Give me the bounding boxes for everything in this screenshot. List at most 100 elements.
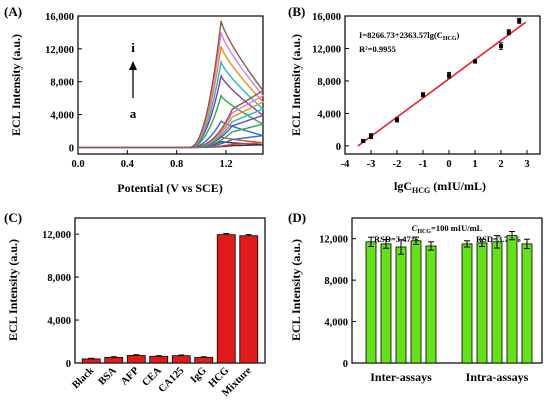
bar-mixture: [239, 235, 259, 364]
bar-ca125: [171, 355, 191, 364]
ytick-label: 0: [343, 359, 348, 370]
data-point: [499, 44, 503, 49]
ytick-label: 8,000: [317, 77, 341, 88]
ytick-label: 12,000: [319, 235, 348, 246]
panel-a-xlabel: Potential (V vs SCE): [117, 181, 222, 195]
panel-b-marks: [357, 17, 527, 147]
xtick-label: -1: [419, 159, 428, 170]
bar-bsa: [104, 357, 124, 364]
ytick-label: 8,000: [50, 78, 74, 89]
panel-d-marks: Inter-assays Intra-assays: [365, 230, 533, 384]
ytick-label: 0: [336, 142, 341, 153]
ytick-label: 0: [66, 359, 71, 370]
category-label: AFP: [119, 365, 142, 388]
panel-a-ticks: 0 4,000 8,000 12,000 16,000 0.0 0.4 0.8 1.2: [45, 12, 232, 170]
ytick-label: 16,000: [312, 12, 341, 23]
bar-intra-3: [491, 241, 503, 364]
ytick-label: 4,000: [317, 109, 341, 120]
ecl-curve-8: [78, 20, 265, 149]
panel-b: (B) ECL Intensity (a.u.) lgCHCG (mIU/mL)…: [288, 4, 541, 195]
bar-afp: [126, 355, 146, 364]
bar-intra-2: [476, 242, 488, 364]
bar-intra-4: [506, 235, 518, 364]
xtick-label: 1: [472, 159, 477, 170]
fit-equation: I=8266.73+2363.57lg(CHCG): [359, 30, 460, 42]
panel-a-ylabel: ECL Intensity (a.u.): [9, 34, 23, 136]
panel-d-ticks: 0 4,000 8,000 12,000: [319, 235, 356, 370]
xtick-label: 1.2: [219, 159, 232, 170]
data-point: [506, 30, 511, 35]
ytick-label: 8,000: [324, 276, 348, 287]
panel-b-ylabel: ECL Intensity (a.u.): [289, 34, 303, 136]
bar-inter-5: [425, 245, 437, 364]
data-point: [369, 134, 373, 139]
ytick-label: 0: [69, 143, 74, 154]
panel-b-label: (B): [288, 4, 305, 19]
bar-cea: [149, 355, 169, 364]
panel-c-ylabel: ECL Intensity (a.u.): [6, 239, 20, 341]
data-point: [473, 59, 477, 64]
concentration-annotation: CHCG=100 mIU/mL: [412, 223, 483, 235]
panel-c-frame: [74, 217, 266, 364]
xtick-label: -4: [341, 159, 350, 170]
panel-c: (C) ECL Intensity (a.u.) 0 4,000 8,000 12,0…: [4, 210, 266, 399]
panel-b-ticks: 0 4,000 8,000 12,000 16,000 -4 -3 -2 -1 0 1 2 3: [312, 12, 530, 170]
panel-c-ticks: 0 4,000 8,000 12,000: [42, 230, 79, 370]
xtick-label: 0.0: [71, 159, 84, 170]
annotation-i: i: [131, 40, 135, 55]
bar-intra-1: [461, 243, 473, 364]
panel-d-frame: [351, 217, 543, 364]
xtick-label: 0.4: [121, 159, 135, 170]
bar-inter-4: [410, 240, 422, 364]
panel-a-curves: [78, 20, 265, 149]
r-squared: R²=0.9955: [359, 44, 396, 54]
data-point: [421, 92, 425, 97]
ecl-curve-5: [78, 59, 265, 149]
rsd-intra: RSD=3.70%: [476, 234, 521, 244]
rsd-inter: RSD=3.47%: [374, 234, 419, 244]
ecl-curve-6: [78, 46, 265, 149]
arrow-head-icon: [129, 61, 137, 70]
ytick-label: 12,000: [42, 230, 71, 241]
ytick-label: 12,000: [45, 45, 74, 56]
ytick-label: 8,000: [47, 273, 71, 284]
panel-a-frame: [77, 15, 264, 155]
ytick-label: 16,000: [45, 12, 74, 23]
bar-inter-3: [395, 246, 407, 364]
panel-d-label: (D): [288, 210, 306, 225]
panel-d-ylabel: ECL Intensity (a.u.): [289, 239, 303, 341]
panel-c-label: (C): [4, 210, 22, 225]
group-label: Intra-assays: [466, 370, 529, 384]
data-point: [395, 117, 399, 122]
panel-b-xlabel: lgCHCG (mIU/mL): [394, 179, 486, 195]
ytick-label: 4,000: [50, 111, 74, 122]
xtick-label: 0: [446, 159, 451, 170]
ytick-label: 12,000: [312, 44, 341, 55]
panel-d: (D) ECL Intensity (a.u.) CHCG=100 mIU/mL…: [288, 210, 543, 384]
ytick-label: 4,000: [324, 318, 348, 329]
data-point: [517, 18, 522, 23]
fit-line: [357, 21, 527, 147]
data-point: [447, 73, 451, 78]
panel-b-frame: [344, 15, 541, 155]
xtick-label: 3: [524, 159, 529, 170]
category-label: CA125: [157, 365, 187, 395]
panel-a-label: (A): [4, 4, 22, 19]
xtick-label: -2: [393, 159, 402, 170]
data-point: [361, 139, 366, 144]
xtick-label: 2: [498, 159, 503, 170]
group-label: Inter-assays: [370, 370, 432, 384]
category-label: Black: [70, 365, 96, 391]
annotation-a: a: [130, 106, 137, 121]
bar-igg: [194, 357, 214, 364]
ytick-label: 4,000: [47, 316, 71, 327]
bar-inter-2: [380, 243, 392, 364]
xtick-label: -3: [367, 159, 376, 170]
bar-black: [81, 358, 101, 364]
bar-inter-1: [365, 241, 377, 364]
xtick-label: 0.8: [170, 159, 183, 170]
bar-intra-5: [521, 243, 533, 364]
panel-a: (A) ECL Intensity (a.u.) Potential (V vs…: [4, 4, 265, 195]
